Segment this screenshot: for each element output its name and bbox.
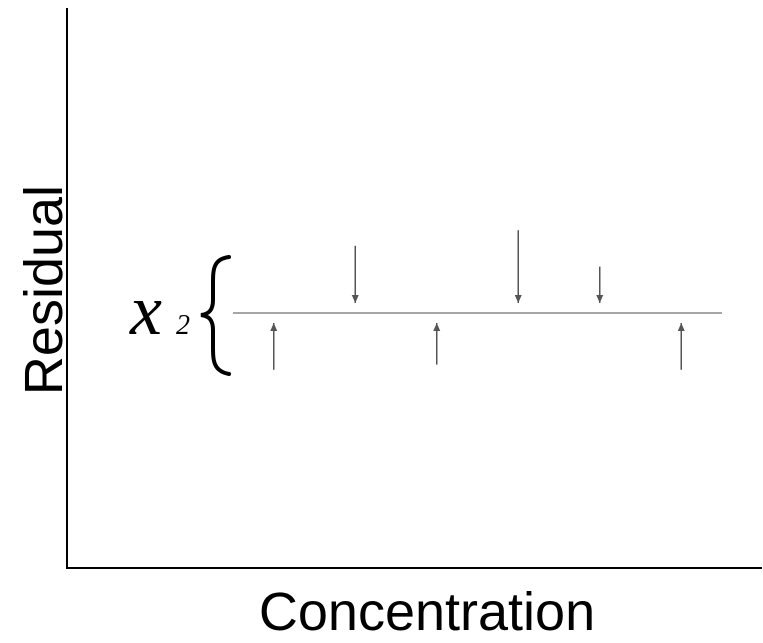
residual-arrow (351, 245, 359, 303)
x2-baseline-label: x 2 (129, 255, 231, 376)
brace-icon (200, 255, 231, 376)
residual-arrows (270, 230, 685, 370)
residual-arrow (270, 323, 278, 370)
residual-arrow-head (596, 295, 604, 303)
residual-arrow (596, 266, 604, 303)
x-axis-title: Concentration (259, 582, 595, 642)
residual-arrow (433, 323, 441, 365)
y-axis-title: Residual (14, 185, 74, 395)
residual-arrow-head (433, 323, 441, 331)
residual-arrow-head (351, 295, 359, 303)
x2-symbol: x (129, 270, 162, 350)
residual-arrow-head (270, 323, 278, 331)
x2-subscript: 2 (176, 310, 190, 341)
residual-arrow (514, 230, 522, 303)
residual-arrow-head (677, 323, 685, 331)
residual-arrow-head (514, 295, 522, 303)
residual-arrow (677, 323, 685, 370)
